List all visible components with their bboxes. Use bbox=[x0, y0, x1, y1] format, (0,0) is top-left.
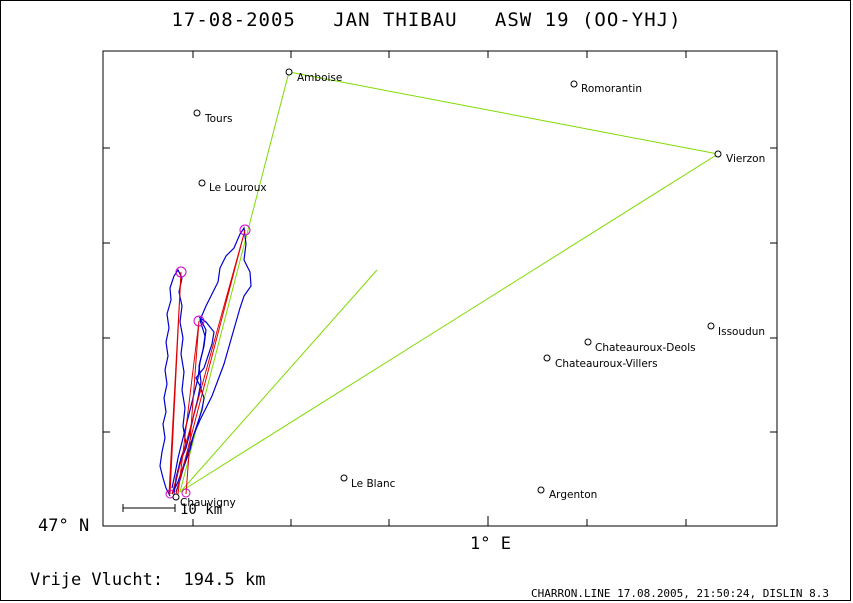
free-flight-distance: Vrije Vlucht: 194.5 km bbox=[30, 570, 265, 590]
distance-value: 194.5 km bbox=[183, 570, 266, 590]
place-label-issoudun: Issoudun bbox=[718, 326, 765, 338]
place-marker bbox=[714, 150, 722, 158]
place-marker bbox=[537, 486, 545, 494]
place-marker bbox=[340, 474, 348, 482]
axis-ticks bbox=[103, 51, 777, 526]
latitude-label: 47° N bbox=[38, 516, 89, 536]
place-label-romorantin: Romorantin bbox=[581, 83, 642, 95]
longitude-label: 1° E bbox=[470, 534, 511, 554]
place-marker bbox=[193, 109, 201, 117]
place-marker bbox=[198, 179, 206, 187]
scale-bar: 10 km bbox=[122, 502, 222, 518]
place-label-argenton: Argenton bbox=[549, 489, 597, 501]
file-stamp: CHARRON.LINE 17.08.2005, 21:50:24, DISLI… bbox=[530, 587, 829, 600]
place-label-vierzon: Vierzon bbox=[726, 153, 765, 165]
task-lines bbox=[179, 71, 720, 493]
pilot-name: JAN THIBAU bbox=[333, 9, 458, 31]
map-border bbox=[102, 50, 778, 527]
place-label-chateauroux-villers: Chateauroux-Villers bbox=[555, 358, 658, 370]
scale-label: 10 km bbox=[180, 502, 222, 518]
flight-title: 17-08-2005 JAN THIBAU ASW 19 (OO-YHJ) bbox=[0, 9, 853, 31]
place-marker bbox=[285, 68, 293, 76]
place-labels: Amboise Romorantin Tours Vierzon Le Lour… bbox=[180, 72, 765, 509]
place-marker bbox=[543, 354, 551, 362]
place-markers bbox=[172, 68, 722, 501]
place-marker bbox=[570, 80, 578, 88]
place-marker bbox=[707, 322, 715, 330]
place-label-tours: Tours bbox=[204, 113, 233, 125]
glider-name: ASW 19 (OO-YHJ) bbox=[494, 9, 682, 31]
place-label-chauvigny: Chauvigny bbox=[180, 497, 236, 509]
distance-label: Vrije Vlucht: bbox=[30, 570, 164, 590]
place-marker bbox=[172, 493, 180, 501]
place-label-amboise: Amboise bbox=[297, 72, 342, 84]
gps-track bbox=[159, 226, 252, 497]
flight-legs bbox=[168, 229, 246, 495]
place-label-chateauroux-deols: Chateauroux-Deols bbox=[595, 342, 696, 354]
flight-date: 17-08-2005 bbox=[171, 9, 296, 31]
place-label-le-blanc: Le Blanc bbox=[351, 478, 396, 490]
turnpoint-markers bbox=[165, 224, 251, 499]
place-marker bbox=[584, 338, 592, 346]
place-label-le-louroux: Le Louroux bbox=[209, 182, 267, 194]
